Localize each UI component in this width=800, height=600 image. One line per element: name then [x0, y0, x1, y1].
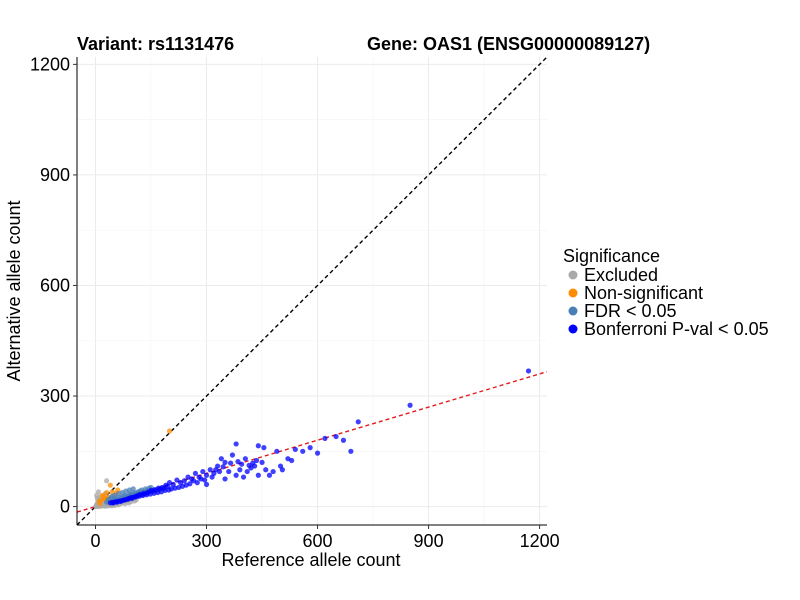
point-bonferroni-p-val-0-05 — [279, 467, 285, 473]
point-fdr-0-05 — [130, 486, 136, 492]
point-bonferroni-p-val-0-05 — [261, 445, 267, 451]
point-bonferroni-p-val-0-05 — [244, 468, 250, 475]
point-bonferroni-p-val-0-05 — [333, 433, 339, 440]
point-bonferroni-p-val-0-05 — [218, 456, 224, 462]
point-bonferroni-p-val-0-05 — [250, 460, 256, 466]
point-bonferroni-p-val-0-05 — [220, 464, 226, 470]
point-bonferroni-p-val-0-05 — [185, 474, 191, 480]
point-bonferroni-p-val-0-05 — [203, 472, 210, 478]
point-bonferroni-p-val-0-05 — [300, 448, 306, 454]
legend-label: Excluded — [584, 265, 658, 285]
legend-swatch — [568, 288, 578, 298]
y-tick-label: 0 — [60, 497, 70, 517]
point-bonferroni-p-val-0-05 — [292, 446, 298, 453]
point-non-significant — [104, 489, 110, 496]
y-tick-label: 600 — [40, 275, 70, 295]
reference-line-identity — [77, 57, 547, 525]
point-non-significant — [166, 428, 173, 434]
point-bonferroni-p-val-0-05 — [222, 476, 228, 482]
point-bonferroni-p-val-0-05 — [525, 368, 532, 374]
point-bonferroni-p-val-0-05 — [222, 459, 228, 465]
point-non-significant — [97, 501, 103, 507]
data-points — [93, 368, 532, 510]
legend-swatch — [568, 324, 578, 334]
point-bonferroni-p-val-0-05 — [192, 470, 199, 477]
point-bonferroni-p-val-0-05 — [207, 467, 213, 473]
y-axis-ticks: 0 300 600 900 1200 — [30, 54, 77, 517]
x-tick-label: 900 — [414, 531, 444, 551]
point-bonferroni-p-val-0-05 — [227, 460, 234, 466]
x-axis-title: Reference allele count — [221, 550, 400, 570]
point-bonferroni-p-val-0-05 — [233, 472, 239, 478]
x-tick-label: 0 — [90, 531, 100, 551]
point-bonferroni-p-val-0-05 — [307, 445, 313, 451]
point-bonferroni-p-val-0-05 — [253, 457, 260, 464]
title-variant: Variant: rs1131476 — [77, 34, 234, 54]
point-bonferroni-p-val-0-05 — [200, 468, 206, 475]
point-bonferroni-p-val-0-05 — [407, 402, 413, 408]
point-bonferroni-p-val-0-05 — [226, 468, 232, 475]
legend-label: Bonferroni P-val < 0.05 — [584, 319, 769, 339]
point-bonferroni-p-val-0-05 — [263, 467, 269, 473]
point-bonferroni-p-val-0-05 — [235, 459, 241, 465]
legend-swatch — [568, 270, 578, 280]
point-bonferroni-p-val-0-05 — [255, 472, 261, 478]
point-bonferroni-p-val-0-05 — [259, 459, 265, 465]
point-excluded — [104, 478, 110, 484]
x-axis-ticks: 0 300 600 900 1200 — [90, 525, 560, 551]
reference-line-fit — [77, 371, 547, 513]
point-excluded — [102, 503, 109, 509]
point-bonferroni-p-val-0-05 — [274, 448, 280, 454]
point-fdr-0-05 — [108, 495, 114, 501]
point-bonferroni-p-val-0-05 — [348, 448, 354, 454]
point-bonferroni-p-val-0-05 — [270, 468, 276, 475]
point-bonferroni-p-val-0-05 — [213, 467, 219, 473]
y-tick-label: 300 — [40, 386, 70, 406]
x-tick-label: 600 — [303, 531, 333, 551]
point-bonferroni-p-val-0-05 — [209, 474, 215, 480]
title-gene: Gene: OAS1 (ENSG00000089127) — [367, 34, 650, 54]
point-bonferroni-p-val-0-05 — [174, 477, 180, 483]
legend-swatch — [568, 306, 578, 316]
legend-title: Significance — [563, 246, 660, 266]
x-tick-label: 1200 — [520, 531, 560, 551]
point-bonferroni-p-val-0-05 — [237, 467, 243, 473]
point-bonferroni-p-val-0-05 — [355, 419, 361, 425]
legend-label: Non-significant — [584, 283, 703, 303]
point-bonferroni-p-val-0-05 — [289, 457, 295, 464]
point-bonferroni-p-val-0-05 — [202, 477, 208, 483]
point-non-significant — [99, 492, 105, 499]
point-bonferroni-p-val-0-05 — [190, 478, 197, 484]
x-tick-label: 300 — [192, 531, 222, 551]
point-bonferroni-p-val-0-05 — [255, 443, 261, 449]
reference-lines — [77, 57, 547, 525]
y-tick-label: 1200 — [30, 54, 70, 74]
point-bonferroni-p-val-0-05 — [229, 452, 236, 458]
point-bonferroni-p-val-0-05 — [314, 450, 321, 456]
point-bonferroni-p-val-0-05 — [340, 437, 347, 443]
point-excluded — [95, 489, 102, 495]
point-bonferroni-p-val-0-05 — [110, 500, 116, 506]
y-tick-label: 900 — [40, 165, 70, 185]
legend: Significance ExcludedNon-significantFDR … — [563, 246, 769, 339]
point-bonferroni-p-val-0-05 — [203, 481, 210, 488]
point-bonferroni-p-val-0-05 — [233, 441, 239, 447]
point-bonferroni-p-val-0-05 — [242, 456, 248, 462]
point-bonferroni-p-val-0-05 — [322, 435, 328, 442]
point-bonferroni-p-val-0-05 — [266, 472, 273, 478]
point-bonferroni-p-val-0-05 — [240, 474, 247, 480]
legend-label: FDR < 0.05 — [584, 301, 677, 321]
point-non-significant — [107, 482, 113, 488]
grid — [77, 57, 547, 525]
point-bonferroni-p-val-0-05 — [239, 461, 245, 467]
y-axis-title: Alternative allele count — [4, 200, 24, 381]
